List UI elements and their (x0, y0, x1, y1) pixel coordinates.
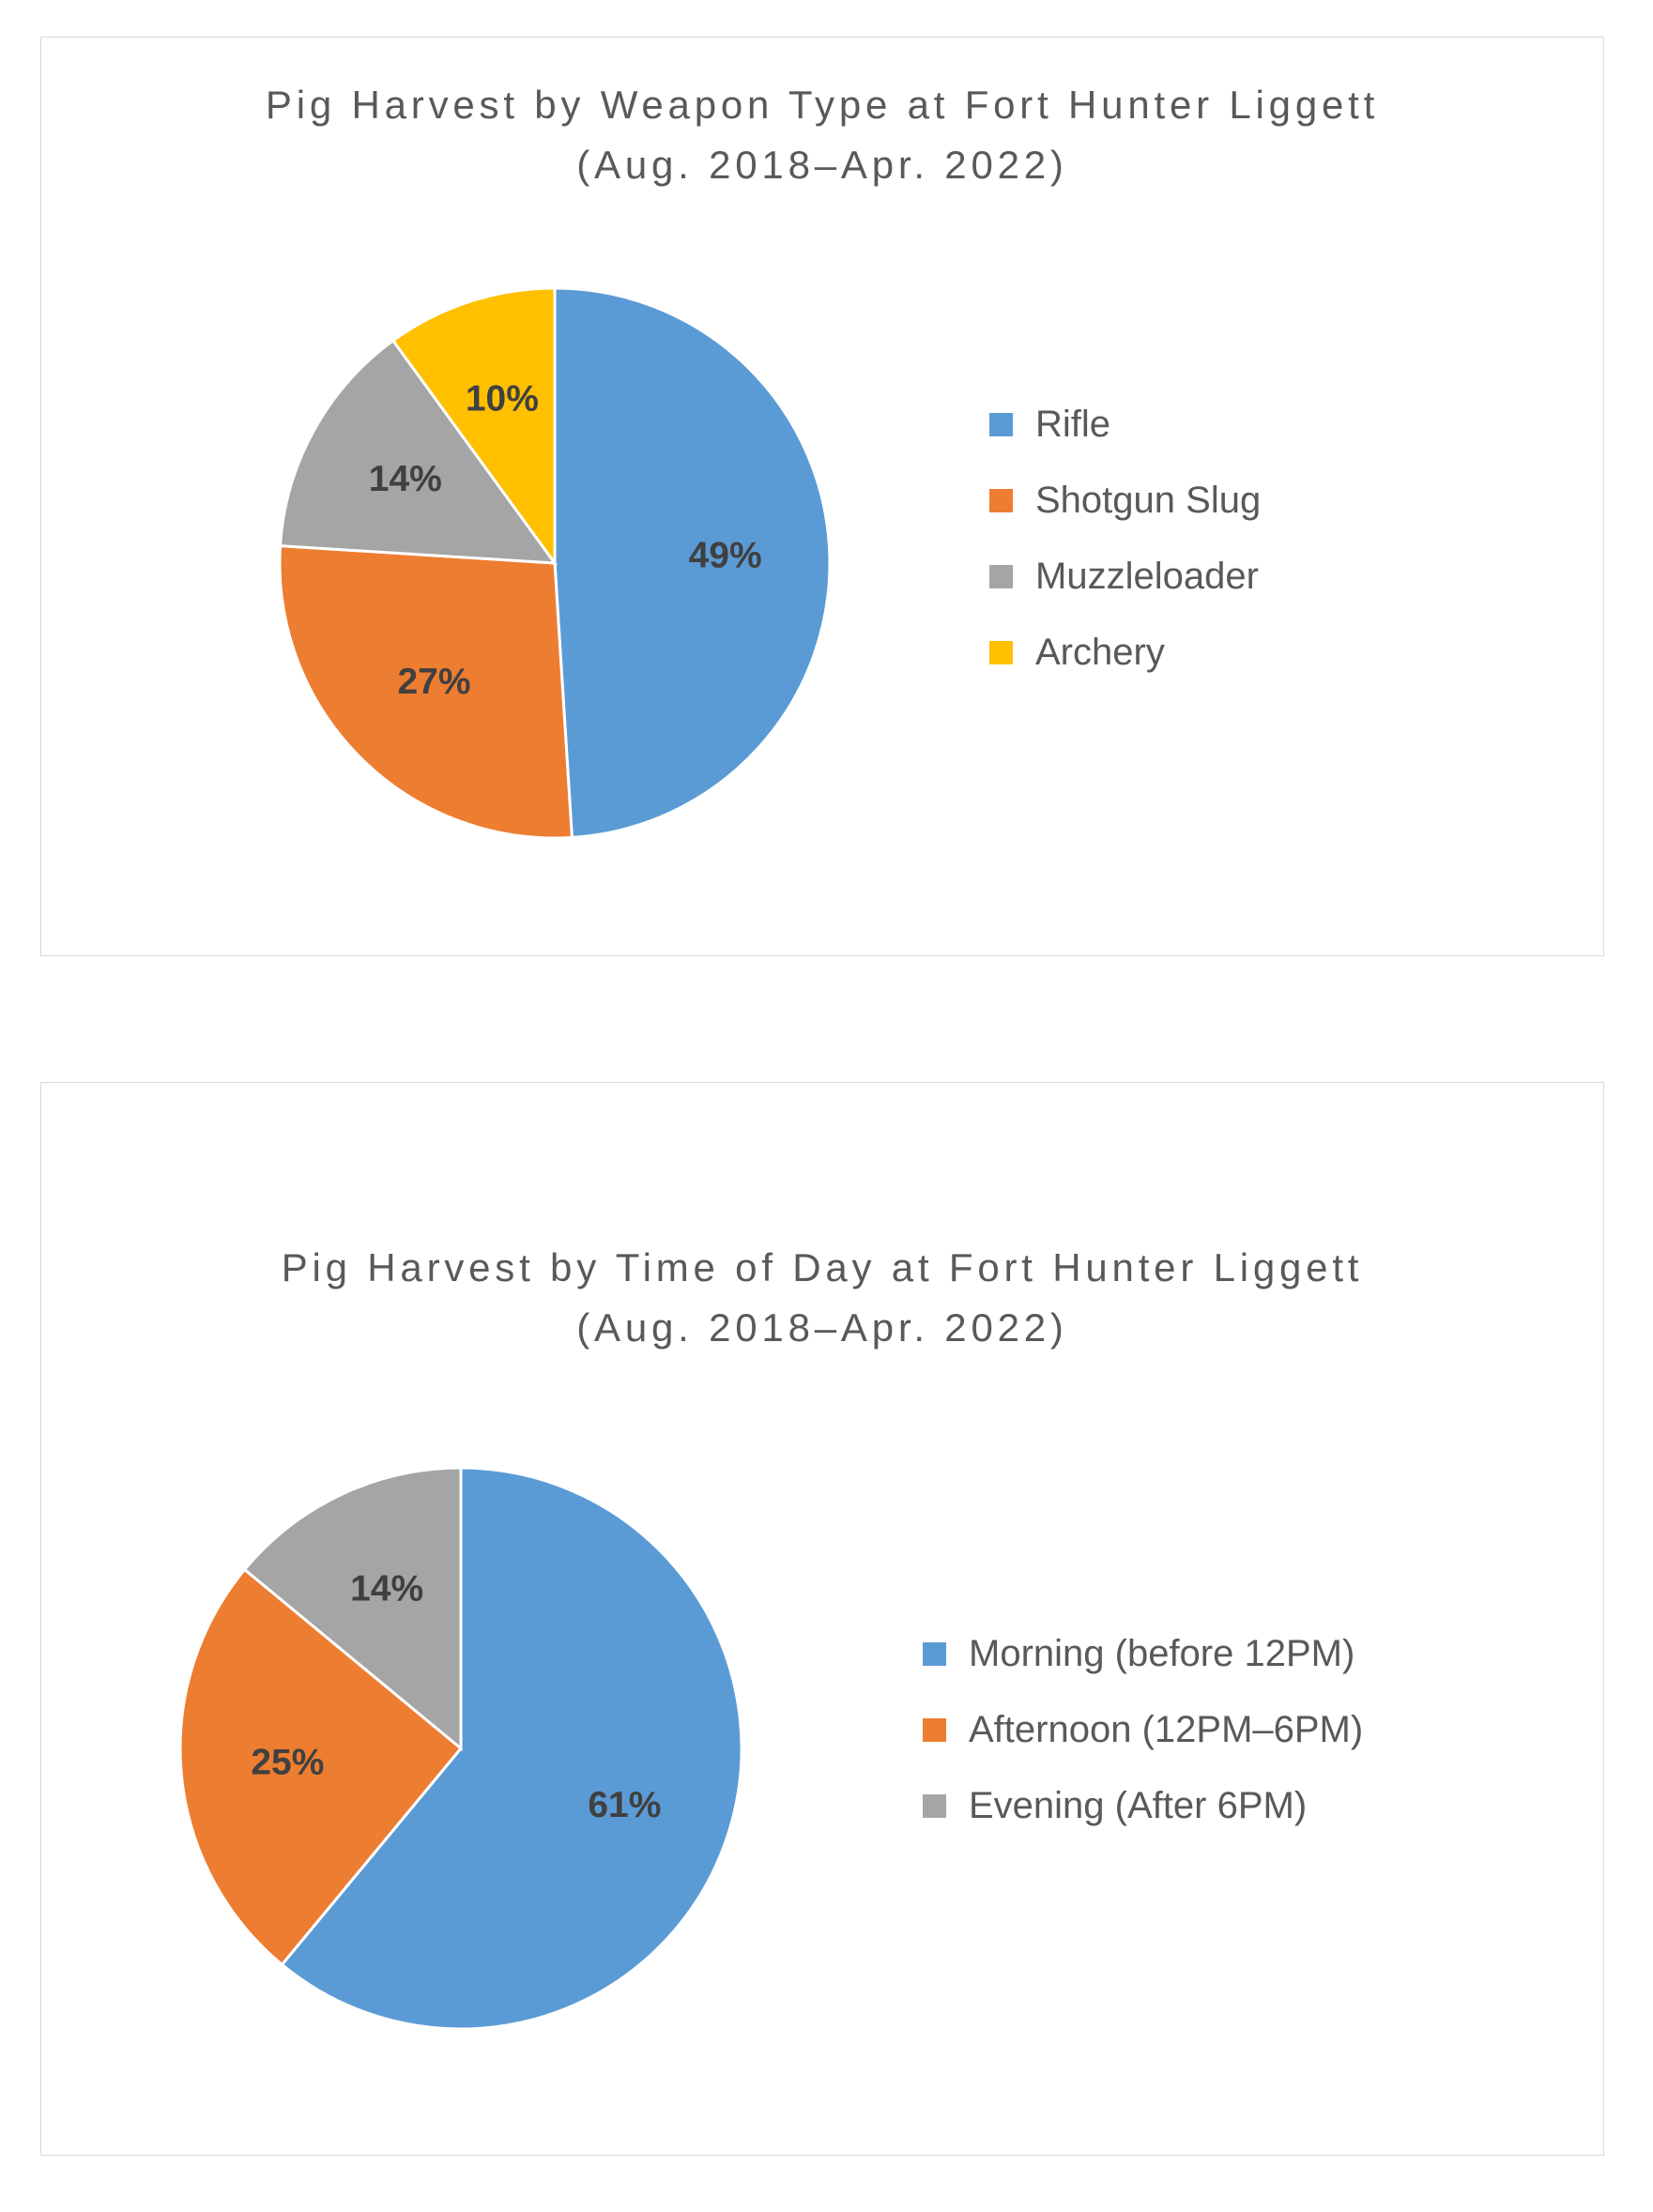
svg-text:49%: 49% (689, 536, 762, 576)
svg-text:61%: 61% (588, 1785, 661, 1825)
svg-text:14%: 14% (350, 1569, 423, 1609)
svg-text:14%: 14% (369, 459, 442, 499)
svg-text:27%: 27% (397, 662, 470, 702)
svg-text:10%: 10% (466, 378, 539, 419)
svg-text:25%: 25% (251, 1743, 324, 1783)
